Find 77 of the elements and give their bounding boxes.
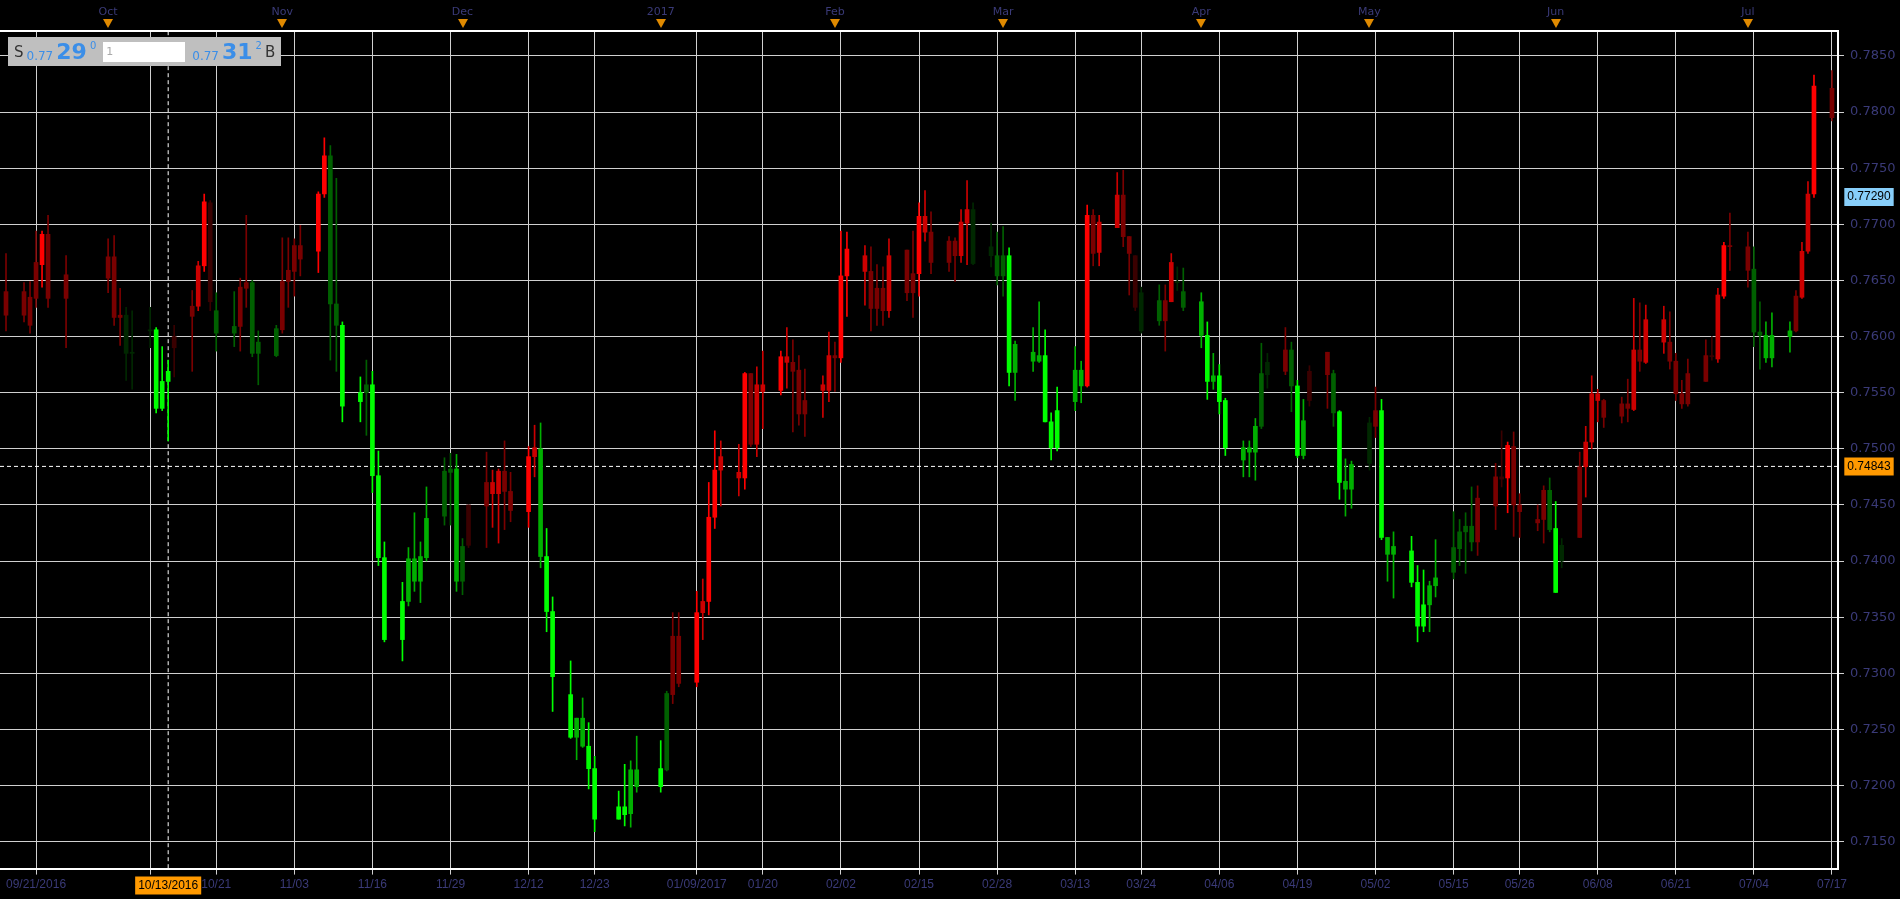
y-tick-label: 0.7650 <box>1850 271 1896 287</box>
x2-tick-label: Oct <box>98 5 119 19</box>
candlestick <box>147 307 153 349</box>
annotation: 0.77 <box>192 48 219 63</box>
x-tick-label: 06/21 <box>1660 877 1692 892</box>
annotation: 0 <box>89 40 97 51</box>
y-tick-label: 0.7300 <box>1850 664 1896 680</box>
candlestick <box>1036 301 1042 363</box>
y-tick-label: 0.7700 <box>1850 215 1896 231</box>
x-tick-label: 03/13 <box>1060 877 1091 892</box>
x-tick-label: 01/09/2017 <box>666 877 728 892</box>
candlestick <box>820 375 826 418</box>
annotation: 29 <box>56 39 87 64</box>
x-tick-label: 12/12 <box>513 877 544 892</box>
x-tick-label: 05/26 <box>1504 877 1535 892</box>
candlestick <box>736 443 742 497</box>
candlestick <box>700 578 706 640</box>
y-tick-label: 0.7150 <box>1850 833 1896 849</box>
x-tick-label: 02/28 <box>982 877 1013 892</box>
x-tick-label: 06/08 <box>1582 877 1614 892</box>
ref-line-label: 0.74843 <box>1847 458 1892 473</box>
x-tick-label: 05/15 <box>1438 877 1469 892</box>
annotation: 31 <box>221 39 253 64</box>
y-tick-label: 0.7800 <box>1850 103 1896 119</box>
y-tick-label: 0.7450 <box>1850 496 1896 512</box>
x-tick-label: 01/20 <box>747 877 779 892</box>
x2-tick-label: May <box>1358 5 1382 19</box>
x-tick-label: 11/16 <box>357 877 388 892</box>
x2-tick-label: Mar <box>992 5 1014 19</box>
annotation: B <box>264 42 276 61</box>
annotation: S <box>14 42 24 61</box>
x2-tick-label: Dec <box>451 5 474 19</box>
y-tick-label: 0.7200 <box>1850 776 1896 792</box>
candlestick <box>784 327 790 389</box>
y-tick-label: 0.7350 <box>1850 608 1896 624</box>
candlestick <box>718 440 724 507</box>
x-tick-label: 04/06 <box>1204 877 1235 892</box>
x-tick-label: 09/21/2016 <box>6 877 67 892</box>
x2-tick-label: Apr <box>1191 5 1212 19</box>
y-tick-label: 0.7250 <box>1850 720 1896 736</box>
x-tick-label: 12/23 <box>579 877 610 892</box>
annotation: 0.77 <box>26 48 54 63</box>
x-tick-label: 02/02 <box>825 877 857 892</box>
candlestick <box>1727 212 1733 271</box>
y-tick-label: 0.7750 <box>1850 159 1896 175</box>
text: 0.77290 <box>1847 189 1892 204</box>
x2-tick-label: Jul <box>1740 5 1755 19</box>
x-tick-label: 11/03 <box>279 877 310 892</box>
candlestick <box>1174 266 1180 291</box>
x-tick-label: 04/19 <box>1282 877 1313 892</box>
annotation: 1 <box>103 41 186 62</box>
y-tick-label: 0.7400 <box>1850 552 1896 568</box>
x2-tick-label: Jun <box>1546 5 1565 19</box>
x-tick-label: 02/15 <box>903 877 935 892</box>
y-tick-label: 0.7850 <box>1850 47 1896 63</box>
candlestick <box>171 324 177 378</box>
x-tick-label: 10/21 <box>201 877 232 892</box>
ref-line-label: 10/13/2016 <box>138 877 199 892</box>
x-tick-label: 05/02 <box>1360 877 1391 892</box>
y-tick-label: 0.7600 <box>1850 327 1896 343</box>
x-tick-label: 03/24 <box>1126 877 1157 892</box>
y-tick-label: 0.7550 <box>1850 384 1896 400</box>
candlestick <box>189 290 195 372</box>
annotation: 2 <box>255 40 262 51</box>
x2-tick-label: 2017 <box>646 5 675 19</box>
x-tick-label: 07/17 <box>1816 877 1848 892</box>
candlestick <box>231 291 237 347</box>
candlestick <box>1637 302 1643 372</box>
candlestick <box>760 350 766 429</box>
x-tick-label: 11/29 <box>435 877 466 892</box>
x-tick-label: 07/04 <box>1738 877 1770 892</box>
x2-tick-label: Nov <box>271 5 294 19</box>
candlestick <box>129 310 135 390</box>
candlestick <box>1210 353 1216 390</box>
y-tick-label: 0.7500 <box>1850 440 1896 456</box>
candlestick <box>1709 336 1715 361</box>
x2-tick-label: Feb <box>825 5 845 19</box>
